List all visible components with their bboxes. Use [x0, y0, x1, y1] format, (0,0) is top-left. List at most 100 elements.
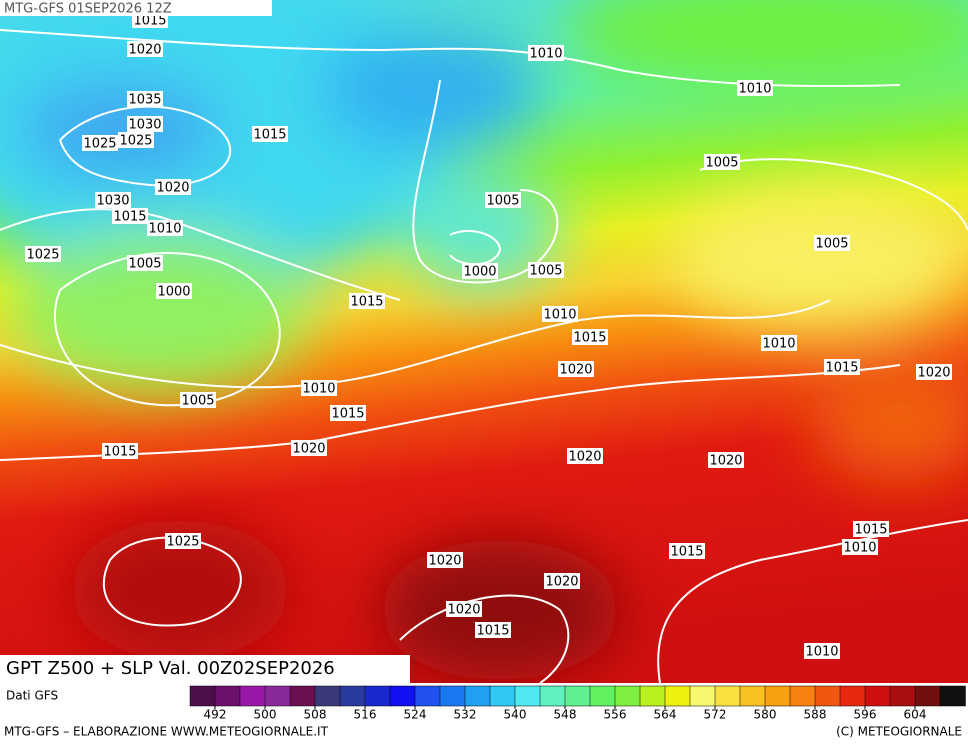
title-box	[0, 655, 410, 683]
colorbar-tick-label: 564	[654, 708, 677, 722]
isobar-label: 1000	[157, 285, 190, 300]
colorbar-swatch	[614, 685, 641, 707]
colorbar-swatch	[264, 685, 291, 707]
isobar-label-box	[669, 543, 705, 559]
colorbar-tick-label: 492	[204, 708, 227, 722]
isobar-label: 1010	[148, 222, 181, 237]
isobar-label: 1025	[83, 137, 116, 152]
colorbar-swatch	[314, 685, 341, 707]
title: GPT Z500 + SLP Val. 00Z02SEP2026	[6, 658, 335, 679]
isobar-label: 1020	[156, 181, 189, 196]
isobar-label: 1025	[26, 248, 59, 263]
colorbar-swatch	[489, 685, 516, 707]
isobar-label-box	[853, 521, 889, 537]
isobar-label-box	[147, 220, 183, 236]
isobar-label: 1020	[428, 554, 461, 569]
footer-right: (C) METEOGIORNALE	[836, 725, 962, 739]
colorbar-swatch	[764, 685, 791, 707]
isobar-label: 1015	[350, 295, 383, 310]
colorbar-swatch	[939, 685, 966, 707]
colorbar-tick-label: 580	[754, 708, 777, 722]
isobar-label-box	[118, 132, 154, 148]
colorbar-swatch	[514, 685, 541, 707]
footer-left: MTG-GFS – ELABORAZIONE WWW.METEOGIORNALE…	[4, 725, 329, 739]
colorbar: 492 500 508 516 524 532 540 548 556 564 572 580 588 5…	[189, 685, 966, 722]
isobar-label: 1005	[486, 194, 519, 209]
colorbar-swatch	[214, 685, 241, 707]
field-shading	[0, 0, 968, 680]
isobar-label: 1025	[166, 535, 199, 550]
colorbar-tick-label: 524	[404, 708, 427, 722]
isobar-label-box	[427, 552, 463, 568]
isobar-labels: 1015 1020 1010 1010 1035 1030 1025 1025 1015 1005…	[25, 12, 952, 660]
colorbar-swatch	[914, 685, 941, 707]
isobar-label-box	[544, 573, 580, 589]
isobar-label-box	[842, 539, 878, 555]
colorbar-swatch	[564, 685, 591, 707]
colorbar-tick-label: 540	[504, 708, 527, 722]
isobar-label-box	[558, 361, 594, 377]
isobar-label-box	[155, 179, 191, 195]
isobar-label-box	[127, 41, 163, 57]
colorbar-swatch	[189, 685, 216, 707]
isobar-label: 1035	[128, 93, 161, 108]
isobar-label-box	[349, 293, 385, 309]
colorbar-swatch	[714, 685, 741, 707]
colorbar-tick-label: 516	[354, 708, 377, 722]
isobar-label-box	[708, 452, 744, 468]
isobar-label-box	[127, 255, 163, 271]
isobar-label: 1015	[825, 361, 858, 376]
isobar-label-box	[25, 246, 61, 262]
isobar-label: 1020	[709, 454, 742, 469]
isobar-label: 1015	[476, 624, 509, 639]
isobar-label: 1020	[917, 366, 950, 381]
colorbar-tick-label: 500	[254, 708, 277, 722]
isobar-label: 1010	[529, 47, 562, 62]
isobar-label-box	[761, 335, 797, 351]
isobar-label-box	[804, 643, 840, 659]
colorbar-tick-label: 596	[854, 708, 877, 722]
isobar-label: 1015	[133, 14, 166, 29]
isobar-label: 1005	[128, 257, 161, 272]
isobar-label-box	[102, 443, 138, 459]
colorbar-swatch	[689, 685, 716, 707]
isobar-label: 1030	[128, 118, 161, 133]
colorbar-tick-label: 508	[304, 708, 327, 722]
isobar-label-box	[252, 126, 288, 142]
colorbar-swatch	[364, 685, 391, 707]
colorbar-swatch	[789, 685, 816, 707]
colorbar-swatch	[739, 685, 766, 707]
isobar-label: 1015	[854, 523, 887, 538]
isobar-label-box	[291, 440, 327, 456]
isobar-label: 1015	[113, 210, 146, 225]
isobar-label: 1015	[573, 331, 606, 346]
isobar-label-box	[156, 283, 192, 299]
isobar-label-box	[462, 263, 498, 279]
isobar-label: 1015	[253, 128, 286, 143]
isobar-label: 1010	[302, 382, 335, 397]
isobar-label: 1005	[181, 394, 214, 409]
colorbar-swatch	[439, 685, 466, 707]
isobar-label-box	[165, 533, 201, 549]
isobar-label-box	[446, 601, 482, 617]
isobar-label: 1000	[463, 265, 496, 280]
colorbar-swatch	[239, 685, 266, 707]
isobar-label-box	[824, 359, 860, 375]
isobar-label: 1010	[843, 541, 876, 556]
isobar-label-box	[127, 116, 163, 132]
isobar-label-box	[82, 135, 118, 151]
colorbar-swatch	[289, 685, 316, 707]
isobar-label-box	[528, 45, 564, 61]
colorbar-swatch	[664, 685, 691, 707]
isobar-label: 1010	[805, 645, 838, 660]
colorbar-swatch	[889, 685, 916, 707]
isobar-label-box	[572, 329, 608, 345]
isobar-label: 1020	[128, 43, 161, 58]
isobar-label-box	[542, 306, 578, 322]
isobar-label-box	[704, 154, 740, 170]
isobar-label-box	[737, 80, 773, 96]
isobar-label: 1005	[529, 264, 562, 279]
colorbar-tick-label: 572	[704, 708, 727, 722]
isobar-label-box	[301, 380, 337, 396]
